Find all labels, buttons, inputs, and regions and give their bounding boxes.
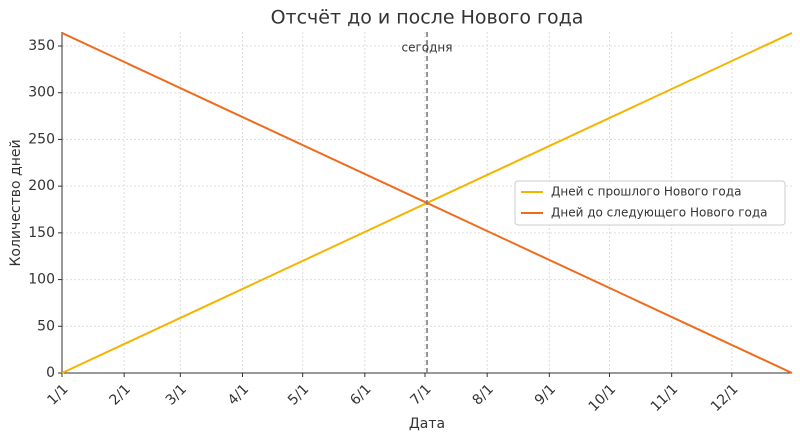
legend-label: Дней до следующего Нового года <box>551 206 768 220</box>
y-tick-label: 50 <box>37 318 55 334</box>
x-tick-label: 9/1 <box>532 381 559 408</box>
x-tick-label: 8/1 <box>470 381 497 408</box>
y-tick-label: 0 <box>46 365 55 381</box>
x-tick-label: 4/1 <box>225 381 252 408</box>
legend-box <box>514 180 786 226</box>
today-label: сегодня <box>402 41 453 55</box>
y-tick-label: 350 <box>28 38 55 54</box>
x-tick-label: 1/1 <box>44 381 71 408</box>
chart-title: Отсчёт до и после Нового года <box>271 7 584 29</box>
x-tick-label: 5/1 <box>285 381 312 408</box>
y-tick-label: 200 <box>28 178 55 194</box>
y-tick-label: 250 <box>28 131 55 147</box>
y-axis-label: Количество дней <box>8 139 24 266</box>
y-tick-label: 150 <box>28 225 55 241</box>
legend-label: Дней с прошлого Нового года <box>551 185 741 199</box>
x-tick-label: 11/1 <box>648 381 682 415</box>
x-axis-label: Дата <box>409 416 445 432</box>
x-tick-label: 2/1 <box>107 381 134 408</box>
y-tick-label: 300 <box>28 85 55 101</box>
x-tick-label: 10/1 <box>586 381 620 415</box>
x-tick-label: 3/1 <box>163 381 190 408</box>
y-tick-label: 100 <box>28 272 55 288</box>
x-tick-label: 7/1 <box>407 381 434 408</box>
x-tick-label: 6/1 <box>347 381 374 408</box>
x-tick-label: 12/1 <box>708 381 742 415</box>
